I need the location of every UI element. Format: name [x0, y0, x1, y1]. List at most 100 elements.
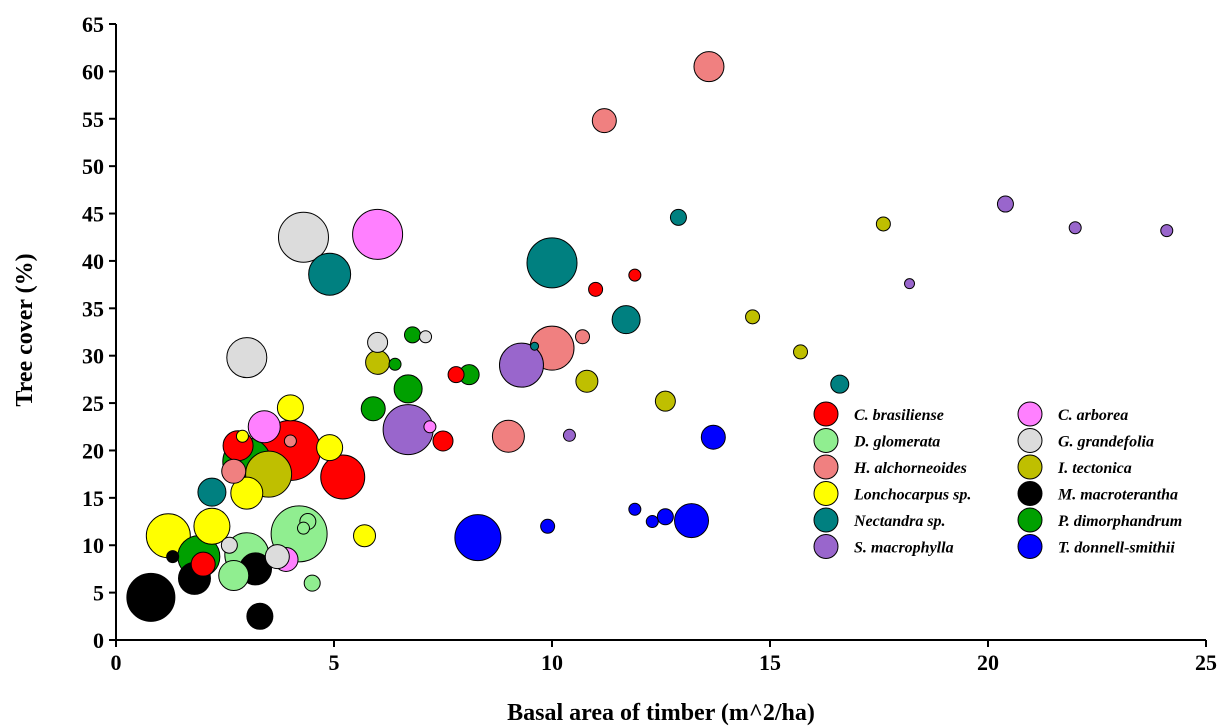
- bubble-point: [367, 331, 389, 353]
- legend-label: D. glomerata: [853, 434, 940, 451]
- bubble-point: [575, 329, 591, 345]
- bubble-point: [674, 503, 710, 539]
- bubble-point: [611, 305, 641, 335]
- bubble-point: [264, 544, 290, 570]
- y-tick-label: 5: [93, 581, 104, 606]
- legend-label: I. tectonica: [1057, 460, 1132, 477]
- x-axis-title: Basal area of timber (m^2/ha): [507, 700, 815, 726]
- bubble-point: [700, 424, 726, 450]
- bubble-point: [628, 268, 642, 282]
- bubble-point: [1160, 224, 1174, 238]
- legend-marker: [1017, 401, 1043, 427]
- y-tick-label: 25: [82, 391, 104, 416]
- bubble-point: [432, 430, 454, 452]
- x-tick-label: 25: [1195, 650, 1217, 675]
- y-tick-label: 10: [82, 533, 104, 558]
- legend-marker: [813, 507, 839, 533]
- legend-item: C. arborea: [1017, 401, 1128, 427]
- bubble-point: [353, 524, 377, 548]
- ticks-layer: 0 5 10 15 20 25 0 5 10 15 20 25 30 35 40 45 50 55 60 65: [82, 12, 1217, 675]
- bubble-point: [247, 410, 281, 444]
- bubble-point: [669, 208, 687, 226]
- bubble-point: [591, 108, 617, 134]
- bubble-point: [526, 237, 578, 289]
- legend-item: P. dimorphandrum: [1017, 507, 1182, 533]
- bubble-point: [365, 349, 391, 375]
- y-tick-label: 65: [82, 12, 104, 37]
- bubble-point: [283, 434, 297, 448]
- y-tick-label: 0: [93, 628, 104, 653]
- y-tick-label: 35: [82, 296, 104, 321]
- x-tick-label: 0: [111, 650, 122, 675]
- bubble-point: [654, 390, 676, 412]
- legend-item: Lonchocarpus sp.: [813, 481, 971, 506]
- y-tick-label: 40: [82, 249, 104, 274]
- bubble-point: [218, 560, 250, 592]
- y-tick-label: 55: [82, 107, 104, 132]
- axes-layer: [115, 24, 1206, 641]
- bubbles-layer: [126, 51, 1174, 630]
- bubble-point: [190, 551, 216, 577]
- legend-item: G. grandefolia: [1017, 428, 1154, 453]
- bubble-point: [296, 521, 310, 535]
- bubble-point: [316, 434, 344, 462]
- legend-item: D. glomerata: [813, 428, 940, 453]
- legend-item: M. macroterantha: [1017, 481, 1178, 506]
- legend-label: P. dimorphandrum: [1057, 513, 1182, 530]
- bubble-point: [447, 366, 465, 384]
- y-tick-label: 15: [82, 486, 104, 511]
- x-tick-label: 10: [541, 650, 563, 675]
- bubble-point: [388, 357, 402, 371]
- legend-label: S. macrophylla: [854, 540, 954, 557]
- bubble-point: [656, 508, 674, 526]
- legend-marker: [1017, 481, 1043, 506]
- legend-marker: [1017, 507, 1043, 533]
- legend-label: Lonchocarpus sp.: [853, 487, 971, 504]
- bubble-point: [230, 476, 264, 510]
- bubble-point: [303, 574, 321, 592]
- bubble-point: [221, 458, 247, 484]
- legend-label: H. alchorneoides: [853, 460, 967, 477]
- bubble-point: [320, 454, 366, 500]
- bubble-point: [1068, 221, 1082, 235]
- bubble-point: [423, 420, 437, 434]
- bubble-point: [745, 309, 761, 325]
- legend-marker: [813, 401, 839, 427]
- legend-marker: [813, 454, 839, 480]
- legend: C. brasiliense C. arborea D. glomerata G. g…: [813, 401, 1182, 559]
- legend-label: T. donnell-smithii: [1058, 540, 1175, 557]
- bubble-point: [277, 211, 329, 263]
- bubble-point: [530, 341, 540, 351]
- legend-marker: [1017, 428, 1043, 453]
- bubble-point: [540, 518, 556, 534]
- bubble-point: [360, 396, 386, 422]
- bubble-point: [562, 428, 576, 442]
- bubble-point: [308, 252, 352, 296]
- bubble-point: [246, 602, 274, 630]
- bubble-point: [793, 344, 809, 360]
- y-tick-label: 45: [82, 202, 104, 227]
- y-axis-title: Tree cover (%): [12, 253, 38, 406]
- bubble-point: [403, 326, 421, 344]
- bubble-point: [588, 281, 604, 297]
- legend-label: C. brasiliense: [854, 407, 944, 424]
- bubble-point: [226, 337, 268, 379]
- legend-item: C. brasiliense: [813, 401, 944, 427]
- bubble-point: [166, 550, 180, 564]
- x-tick-label: 20: [977, 650, 999, 675]
- bubble-point: [693, 51, 725, 83]
- legend-label: G. grandefolia: [1058, 434, 1154, 451]
- y-tick-label: 30: [82, 344, 104, 369]
- bubble-point: [419, 330, 433, 344]
- bubble-point: [193, 507, 231, 545]
- bubble-point: [393, 374, 423, 404]
- bubble-point: [904, 278, 916, 290]
- bubble-point: [197, 477, 227, 507]
- legend-label: C. arborea: [1058, 407, 1128, 424]
- legend-marker: [813, 428, 839, 453]
- bubble-point: [491, 419, 525, 453]
- legend-marker: [813, 534, 839, 559]
- legend-marker: [1017, 534, 1043, 559]
- y-tick-label: 20: [82, 438, 104, 463]
